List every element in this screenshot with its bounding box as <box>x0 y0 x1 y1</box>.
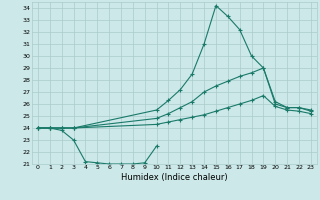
X-axis label: Humidex (Indice chaleur): Humidex (Indice chaleur) <box>121 173 228 182</box>
